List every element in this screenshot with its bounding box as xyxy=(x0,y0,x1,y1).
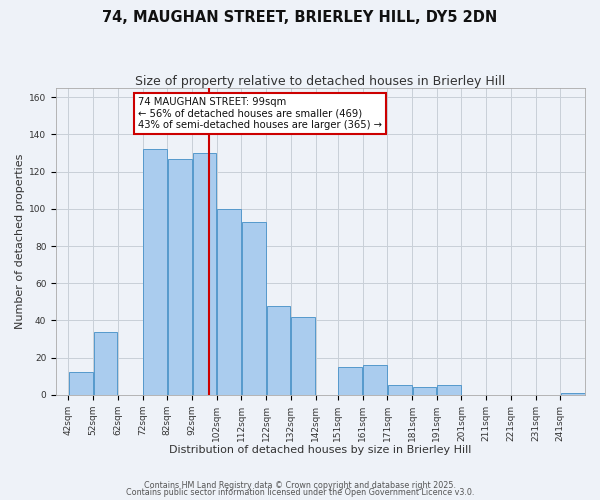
Bar xyxy=(266,306,290,394)
Text: Contains public sector information licensed under the Open Government Licence v3: Contains public sector information licen… xyxy=(126,488,474,497)
Bar xyxy=(242,222,266,394)
Bar xyxy=(217,209,241,394)
Text: 74 MAUGHAN STREET: 99sqm
← 56% of detached houses are smaller (469)
43% of semi-: 74 MAUGHAN STREET: 99sqm ← 56% of detach… xyxy=(138,97,382,130)
Bar xyxy=(143,150,167,394)
Bar xyxy=(413,388,436,394)
Bar xyxy=(292,316,315,394)
Title: Size of property relative to detached houses in Brierley Hill: Size of property relative to detached ho… xyxy=(136,75,506,88)
Bar xyxy=(561,393,584,394)
Bar xyxy=(168,158,191,394)
Bar xyxy=(193,153,216,394)
Bar xyxy=(388,386,412,394)
Bar xyxy=(94,332,118,394)
Bar xyxy=(338,367,362,394)
Bar xyxy=(69,372,93,394)
Y-axis label: Number of detached properties: Number of detached properties xyxy=(15,154,25,329)
Bar xyxy=(437,386,461,394)
Text: 74, MAUGHAN STREET, BRIERLEY HILL, DY5 2DN: 74, MAUGHAN STREET, BRIERLEY HILL, DY5 2… xyxy=(103,10,497,25)
Text: Contains HM Land Registry data © Crown copyright and database right 2025.: Contains HM Land Registry data © Crown c… xyxy=(144,480,456,490)
Bar xyxy=(363,365,387,394)
X-axis label: Distribution of detached houses by size in Brierley Hill: Distribution of detached houses by size … xyxy=(169,445,472,455)
